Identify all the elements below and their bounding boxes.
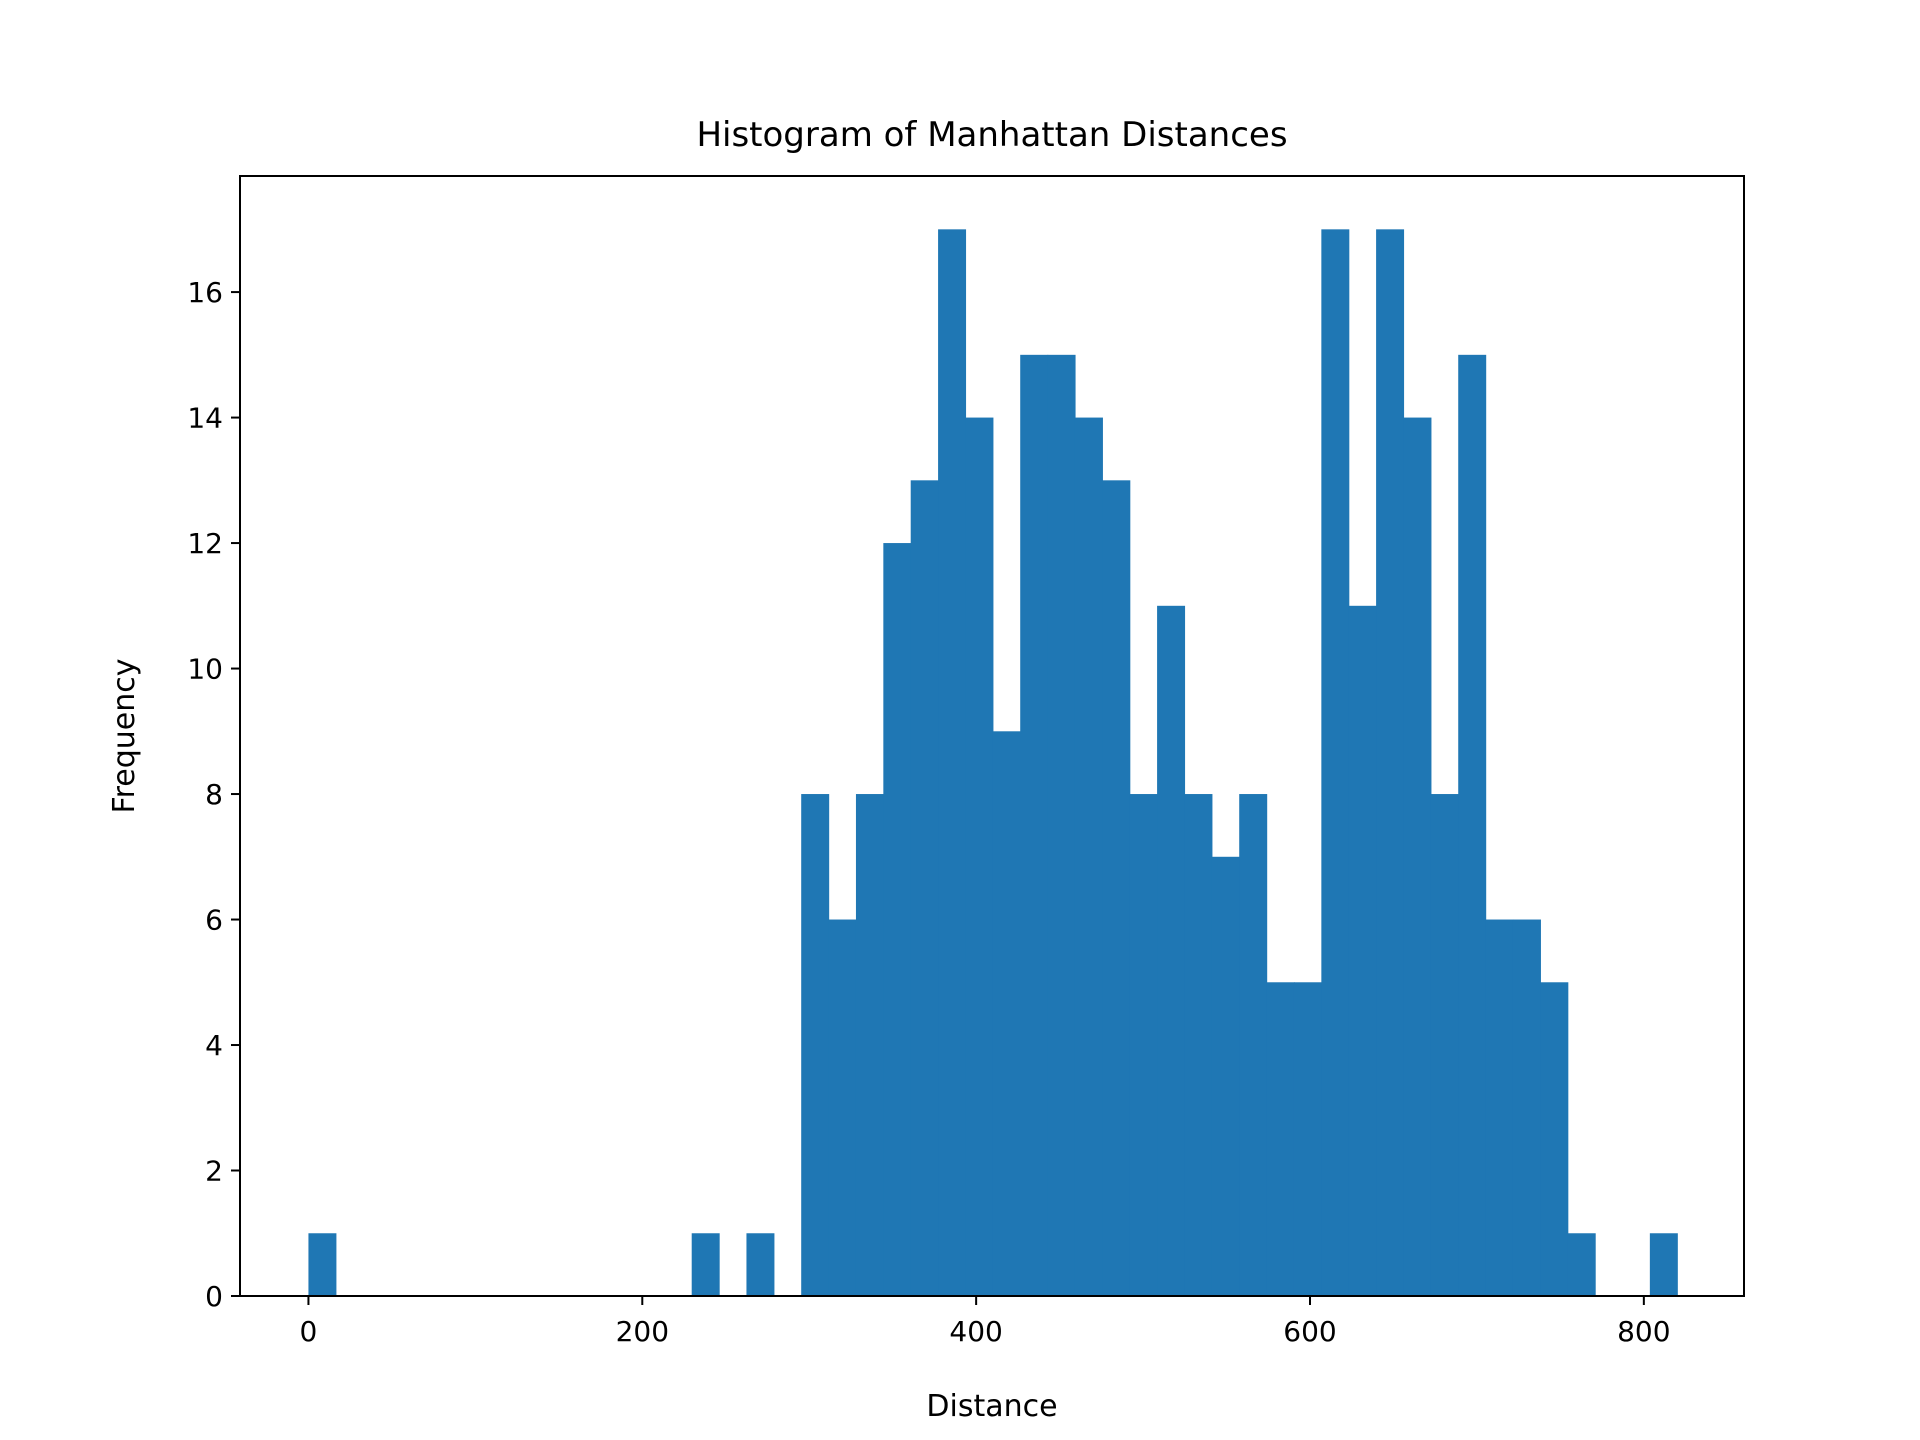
histogram-bar [1020,354,1049,1297]
histogram-bar [1649,1233,1678,1296]
y-tick-label: 0 [205,1280,223,1313]
histogram-bar [1266,982,1295,1296]
histogram-bar [855,794,884,1296]
histogram-bar [1403,417,1432,1297]
histogram-bar [801,794,830,1296]
histogram-bar [1430,794,1459,1296]
x-tick-label: 0 [300,1315,318,1348]
histogram-bar [938,229,967,1296]
histogram-bar [992,731,1021,1296]
y-tick-label: 16 [187,276,223,309]
histogram-bar [883,543,912,1296]
histogram-bar [308,1233,337,1296]
y-axis-label: Frequency [107,659,142,814]
histogram-bar [1074,417,1103,1297]
histogram-bar [1485,919,1514,1296]
x-axis: 0 200 400 600 800 [300,1296,1671,1348]
y-tick-label: 6 [205,904,223,937]
y-tick-label: 8 [205,778,223,811]
histogram-bar [746,1233,775,1296]
histogram-bar [1376,229,1405,1296]
histogram-bar [1047,354,1076,1297]
histogram-bar [910,480,939,1296]
histogram-bar [1458,354,1487,1297]
x-tick-label: 200 [616,1315,669,1348]
histogram-bar [1157,605,1186,1296]
y-tick-label: 12 [187,527,223,560]
y-tick-label: 4 [205,1029,223,1062]
x-axis-label: Distance [926,1389,1057,1424]
histogram-bar [1211,856,1240,1296]
histogram-bar [1293,982,1322,1296]
x-tick-label: 400 [949,1315,1002,1348]
histogram-bars [308,229,1678,1297]
histogram-bar [965,417,994,1297]
x-tick-label: 800 [1617,1315,1670,1348]
histogram-bar [1239,794,1268,1296]
histogram-bar [1540,982,1569,1296]
y-tick-label: 10 [187,653,223,686]
histogram-bar [1184,794,1213,1296]
histogram-bar [1512,919,1541,1296]
x-tick-label: 600 [1283,1315,1336,1348]
y-tick-label: 14 [187,402,223,435]
histogram-bar [691,1233,720,1296]
y-axis: 0 2 4 6 8 10 12 14 16 [187,276,240,1313]
histogram-bar [1321,229,1350,1296]
histogram-bar [1348,605,1377,1296]
chart-title: Histogram of Manhattan Distances [696,115,1287,155]
histogram-bar [828,919,857,1296]
plot-frame [239,175,1745,1297]
histogram-bar [1102,480,1131,1296]
histogram-bar [1129,794,1158,1296]
y-tick-label: 2 [205,1155,223,1188]
histogram-bar [1567,1233,1596,1296]
